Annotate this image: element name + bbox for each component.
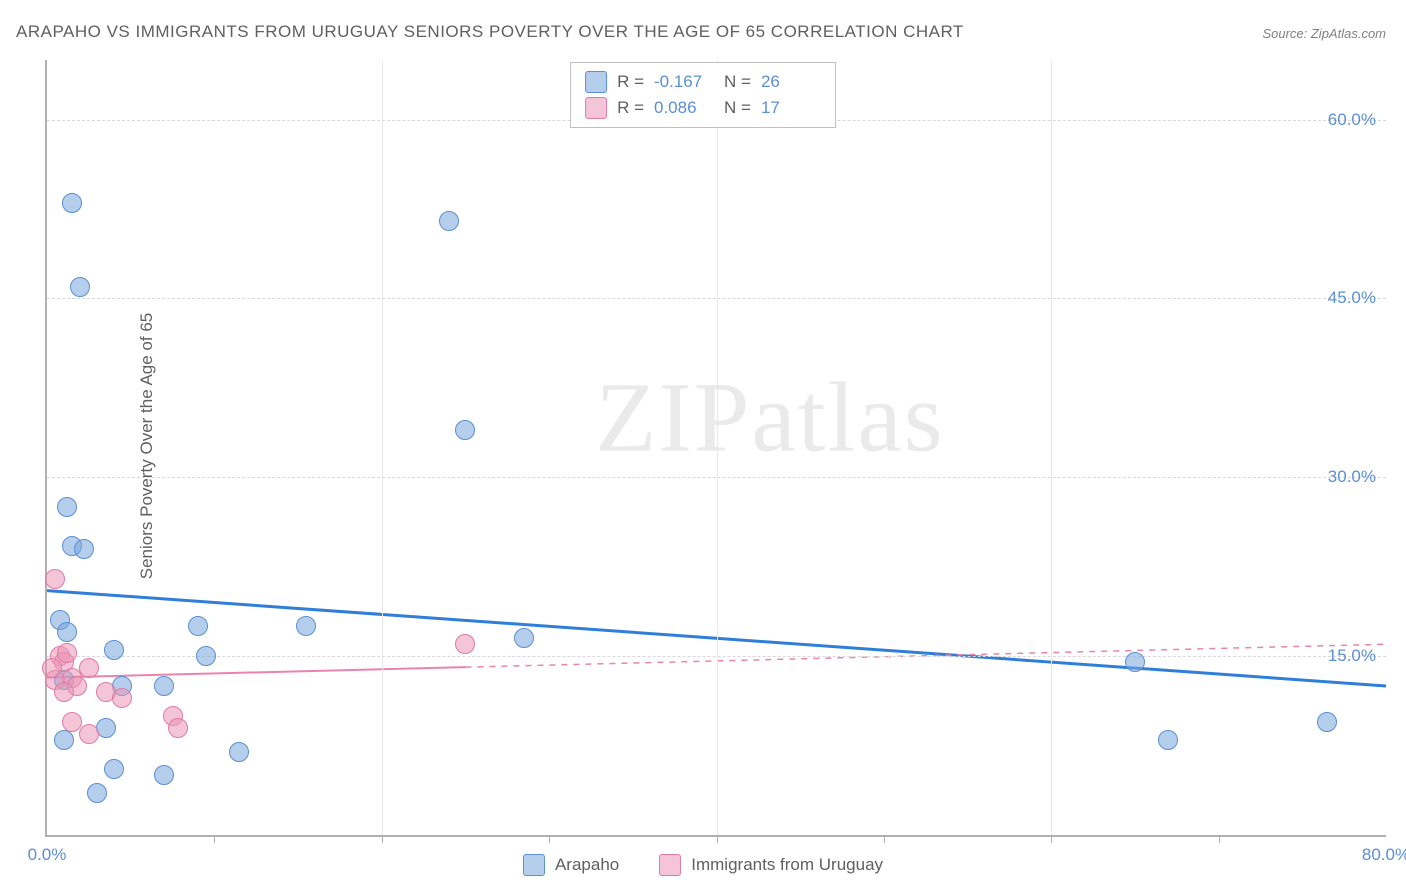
gridline-v bbox=[1051, 60, 1052, 835]
legend-label: Arapaho bbox=[555, 855, 619, 875]
scatter-point bbox=[42, 658, 62, 678]
scatter-point bbox=[57, 643, 77, 663]
scatter-point bbox=[196, 646, 216, 666]
scatter-point bbox=[79, 658, 99, 678]
xtick bbox=[717, 835, 718, 843]
xtick bbox=[1051, 835, 1052, 843]
stats-legend: R = -0.167 N = 26 R = 0.086 N = 17 bbox=[570, 62, 836, 128]
swatch-pink-icon bbox=[585, 97, 607, 119]
n-label: N = bbox=[724, 72, 751, 92]
ytick-label: 30.0% bbox=[1328, 467, 1376, 487]
xtick bbox=[214, 835, 215, 843]
ytick-label: 15.0% bbox=[1328, 646, 1376, 666]
n-label: N = bbox=[724, 98, 751, 118]
scatter-point bbox=[439, 211, 459, 231]
scatter-point bbox=[1317, 712, 1337, 732]
scatter-point bbox=[54, 730, 74, 750]
r-label: R = bbox=[617, 98, 644, 118]
legend-item-uruguay: Immigrants from Uruguay bbox=[659, 854, 883, 876]
r-value: -0.167 bbox=[654, 72, 714, 92]
stats-row-uruguay: R = 0.086 N = 17 bbox=[585, 95, 821, 121]
xtick-label: 0.0% bbox=[28, 845, 67, 865]
chart-title: ARAPAHO VS IMMIGRANTS FROM URUGUAY SENIO… bbox=[16, 22, 964, 42]
gridline-v bbox=[382, 60, 383, 835]
xtick bbox=[1219, 835, 1220, 843]
scatter-point bbox=[154, 765, 174, 785]
swatch-pink-icon bbox=[659, 854, 681, 876]
xtick-label: 80.0% bbox=[1362, 845, 1406, 865]
scatter-point bbox=[112, 688, 132, 708]
scatter-point bbox=[62, 193, 82, 213]
xtick bbox=[884, 835, 885, 843]
r-value: 0.086 bbox=[654, 98, 714, 118]
scatter-point bbox=[70, 277, 90, 297]
scatter-point bbox=[455, 420, 475, 440]
scatter-point bbox=[296, 616, 316, 636]
xtick bbox=[549, 835, 550, 843]
scatter-point bbox=[87, 783, 107, 803]
scatter-point bbox=[104, 759, 124, 779]
series-legend: Arapaho Immigrants from Uruguay bbox=[523, 854, 883, 876]
legend-label: Immigrants from Uruguay bbox=[691, 855, 883, 875]
scatter-point bbox=[154, 676, 174, 696]
scatter-point bbox=[57, 622, 77, 642]
n-value: 17 bbox=[761, 98, 821, 118]
legend-item-arapaho: Arapaho bbox=[523, 854, 619, 876]
stats-row-arapaho: R = -0.167 N = 26 bbox=[585, 69, 821, 95]
scatter-point bbox=[168, 718, 188, 738]
scatter-point bbox=[79, 724, 99, 744]
xtick bbox=[382, 835, 383, 843]
scatter-point bbox=[57, 497, 77, 517]
r-label: R = bbox=[617, 72, 644, 92]
scatter-point bbox=[104, 640, 124, 660]
n-value: 26 bbox=[761, 72, 821, 92]
scatter-point bbox=[229, 742, 249, 762]
scatter-point bbox=[514, 628, 534, 648]
scatter-point bbox=[455, 634, 475, 654]
gridline-v bbox=[717, 60, 718, 835]
scatter-point bbox=[74, 539, 94, 559]
plot-area: ZIPatlas 15.0%30.0%45.0%60.0%0.0%80.0% bbox=[45, 60, 1386, 837]
ytick-label: 45.0% bbox=[1328, 288, 1376, 308]
source-attribution: Source: ZipAtlas.com bbox=[1262, 26, 1386, 41]
scatter-point bbox=[54, 682, 74, 702]
trend-line bbox=[47, 667, 465, 677]
ytick-label: 60.0% bbox=[1328, 110, 1376, 130]
swatch-blue-icon bbox=[585, 71, 607, 93]
scatter-point bbox=[45, 569, 65, 589]
chart-container: ARAPAHO VS IMMIGRANTS FROM URUGUAY SENIO… bbox=[0, 0, 1406, 892]
scatter-point bbox=[188, 616, 208, 636]
swatch-blue-icon bbox=[523, 854, 545, 876]
scatter-point bbox=[1158, 730, 1178, 750]
scatter-point bbox=[1125, 652, 1145, 672]
